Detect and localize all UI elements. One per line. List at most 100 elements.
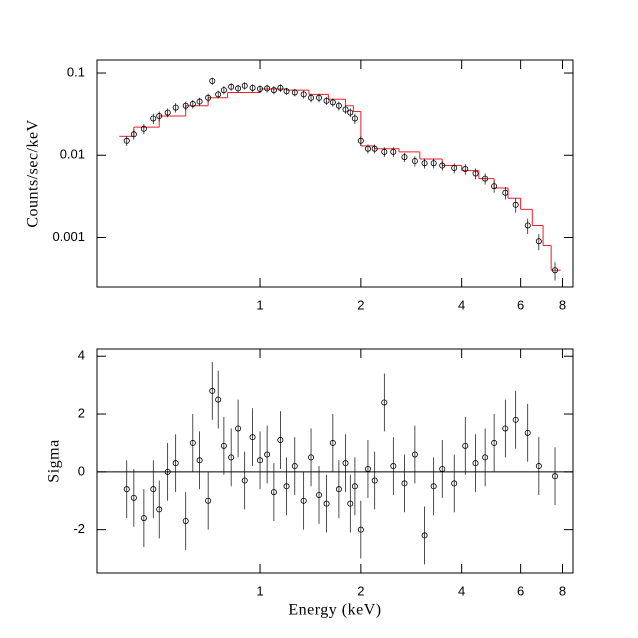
data-point [364,145,371,152]
data-point [451,480,458,487]
data-point [390,463,397,470]
data-point [270,489,277,496]
data-point [439,162,446,169]
data-point [164,468,171,475]
data-point [364,465,371,472]
data-point [535,238,542,245]
data-point [472,170,479,177]
data-point [164,109,171,116]
data-point [150,115,157,122]
data-point [123,486,130,493]
data-point [524,429,531,436]
data-point [196,457,203,464]
data-point [270,87,277,94]
y-tick-label: 4 [78,348,85,363]
data-point [491,439,498,446]
data-point [156,113,163,120]
data-point [172,104,179,111]
data-point [228,454,235,461]
x-axis-label: Energy (keV) [288,602,381,619]
data-point [390,148,397,155]
data-point [283,88,290,95]
x-tick-label: 2 [357,297,364,312]
data-point [535,463,542,470]
y-tick-label: 0.1 [67,64,85,79]
data-point [357,137,364,144]
data-point [381,148,388,155]
x-tick-label: 1 [256,583,263,598]
data-point [323,97,330,104]
data-point [323,500,330,507]
x-tick-label: 6 [517,297,524,312]
data-point [215,91,222,98]
y-axis-label: Sigma [46,439,63,482]
data-point [482,454,489,461]
data-point [308,94,315,101]
x-tick-label: 4 [458,583,465,598]
data-point [502,425,509,432]
data-point [482,175,489,182]
data-point [283,483,290,490]
data-point [291,89,298,96]
data-point [140,125,147,132]
x-tick-label: 8 [559,297,566,312]
data-point [357,526,364,533]
data-point [430,483,437,490]
data-point [209,387,216,394]
data-point [421,532,428,539]
data-point [205,94,212,101]
data-point [257,457,264,464]
x-tick-label: 6 [517,583,524,598]
data-point [316,491,323,498]
data-point [249,434,256,441]
data-point [316,94,323,101]
data-point [196,98,203,105]
plot-frame [96,59,574,288]
plot-frame [96,348,574,574]
y-tick-label: 0 [78,463,85,478]
data-point [439,465,446,472]
data-point [512,201,519,208]
data-point [182,102,189,109]
data-point [220,87,227,94]
data-point [300,497,307,504]
data-point [189,439,196,446]
data-point [308,454,315,461]
data-point [277,437,284,444]
data-point [130,131,137,138]
data-point [235,85,242,92]
data-point [512,416,519,423]
data-point [264,85,271,92]
data-point [277,84,284,91]
data-point [209,77,216,84]
x-tick-label: 8 [559,583,566,598]
x-tick-label: 2 [357,583,364,598]
data-point [347,500,354,507]
data-point [552,473,559,480]
data-point [264,451,271,458]
data-point [291,463,298,470]
data-point [335,102,342,109]
y-tick-label: 0.01 [60,147,85,162]
data-point [241,82,248,89]
data-point [329,439,336,446]
data-point [130,494,137,501]
data-point [300,91,307,98]
data-point [172,460,179,467]
data-point [401,154,408,161]
data-point [502,189,509,196]
data-point [335,486,342,493]
data-point [189,101,196,108]
data-point [123,137,130,144]
y-tick-label: 0.001 [52,229,85,244]
data-point [235,425,242,432]
data-point [249,84,256,91]
data-point [451,164,458,171]
data-point [156,506,163,513]
data-point [150,486,157,493]
data-point [257,85,264,92]
data-point [241,477,248,484]
data-point [401,480,408,487]
data-point [215,396,222,403]
